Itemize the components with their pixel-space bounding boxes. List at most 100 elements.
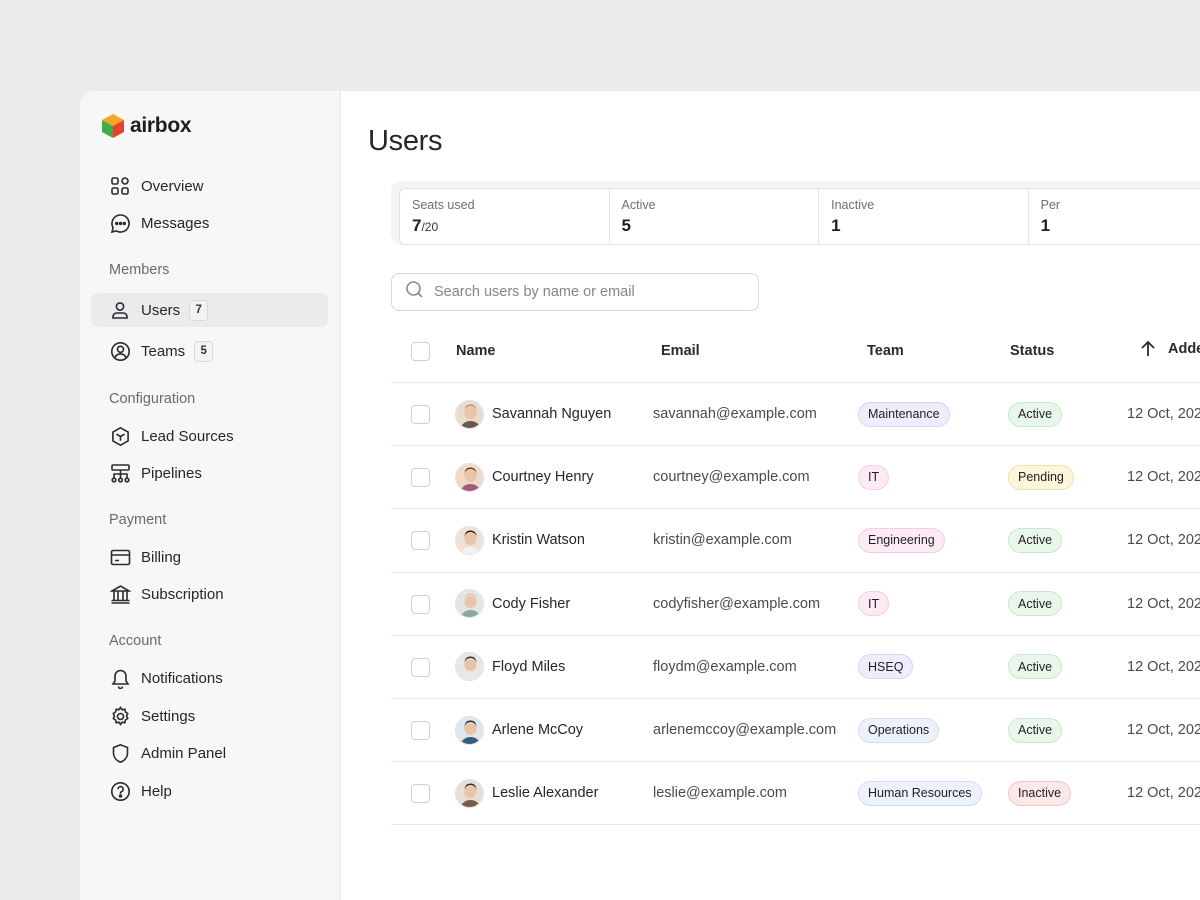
table-row[interactable]: Arlene McCoy arlenemccoy@example.com Ope… [391,699,1200,763]
shield-icon [109,742,131,764]
sidebar-item-help[interactable]: Help [91,774,328,808]
column-header-status[interactable]: Status [1010,343,1055,359]
user-email: floydm@example.com [653,658,797,675]
table-row[interactable]: Cody Fisher codyfisher@example.com IT Ac… [391,573,1200,636]
row-checkbox[interactable] [411,657,430,677]
team-cell: HSEQ [858,636,914,698]
name-cell: Courtney Henry [455,446,594,508]
status-cell: Active [1008,636,1063,698]
column-header-label: Adde [1168,341,1200,357]
added-date: 12 Oct, 202 [1127,532,1200,549]
sidebar-item-teams[interactable]: Teams 5 [91,334,328,368]
sidebar-item-admin-panel[interactable]: Admin Panel [91,736,328,770]
column-header-name[interactable]: Name [456,343,496,359]
sidebar-item-pipelines[interactable]: Pipelines [91,456,328,490]
sidebar-item-label: Help [141,782,172,800]
sidebar-item-overview[interactable]: Overview [91,169,328,203]
added-date: 12 Oct, 202 [1127,469,1200,486]
row-checkbox[interactable] [411,531,430,551]
row-checkbox[interactable] [411,594,430,614]
user-name: Cody Fisher [492,595,571,612]
name-cell: Leslie Alexander [455,762,598,824]
row-checkbox[interactable] [411,720,430,740]
name-cell: Arlene McCoy [455,699,583,761]
team-badge: Human Resources [858,780,982,806]
row-checkbox[interactable] [411,468,430,488]
team-cell: Human Resources [858,762,982,824]
stat-seats-used: Seats used 7/20 [400,189,610,244]
stats-panel: Seats used 7/20 Active 5 Inactive 1 Per … [391,181,1200,245]
select-all-checkbox[interactable] [411,342,430,361]
gear-icon [109,705,131,727]
sidebar-item-label: Users [141,301,181,319]
added-date: 12 Oct, 202 [1127,406,1200,423]
status-cell: Active [1008,509,1063,571]
stat-suffix: /20 [421,220,439,234]
column-header-added[interactable]: Adde [1139,340,1200,358]
sidebar-item-label: Teams [141,342,186,360]
count-badge: 5 [194,340,214,362]
row-checkbox[interactable] [411,405,430,424]
name-cell: Savannah Nguyen [455,383,611,445]
added-date: 12 Oct, 202 [1127,722,1200,739]
team-badge: IT [858,591,890,617]
brand-name: airbox [130,114,192,137]
stat-value: 1 [831,216,841,235]
status-badge: Pending [1008,464,1074,490]
column-header-team[interactable]: Team [867,343,904,359]
sidebar-item-label: Overview [141,177,204,195]
brand-logo[interactable]: airbox [101,113,192,139]
hierarchy-icon [109,462,131,484]
stat-number: 7 [412,216,422,235]
row-checkbox[interactable] [411,784,430,804]
sidebar-item-label: Pipelines [141,464,202,482]
user-name: Floyd Miles [492,658,566,675]
table-row[interactable]: Kristin Watson kristin@example.com Engin… [391,509,1200,573]
stat-label: Seats used [412,198,475,212]
sidebar: airbox Overview Messages Members Users 7 [80,91,341,900]
sidebar-item-lead-sources[interactable]: Lead Sources [91,419,328,453]
sidebar-item-label: Admin Panel [141,744,227,762]
team-badge: Engineering [858,527,945,553]
column-header-email[interactable]: Email [661,343,700,359]
user-circle-icon [109,340,131,362]
sidebar-item-notifications[interactable]: Notifications [91,661,328,695]
sidebar-item-billing[interactable]: Billing [91,540,328,574]
team-badge: Operations [858,717,940,743]
user-name: Kristin Watson [492,532,585,549]
sidebar-item-users[interactable]: Users 7 [91,293,328,327]
main-content: Users Seats used 7/20 Active 5 Inactive … [341,91,1200,900]
avatar [455,589,484,619]
sidebar-item-subscription[interactable]: Subscription [91,577,328,611]
bank-icon [109,583,131,605]
section-label-account: Account [109,633,162,649]
stat-label: Per [1040,198,1061,212]
count-badge: 7 [189,299,209,321]
search-placeholder: Search users by name or email [434,284,635,300]
sort-ascending-icon [1141,340,1155,356]
user-name: Courtney Henry [492,469,594,486]
status-cell: Active [1008,699,1063,761]
team-badge: Maintenance [858,401,950,427]
sidebar-item-label: Subscription [141,585,224,603]
users-table: Name Email Team Status Adde Savannah Ngu… [391,321,1200,826]
user-email: arlenemccoy@example.com [653,722,837,739]
sidebar-item-label: Billing [141,548,182,566]
table-row[interactable]: Savannah Nguyen savannah@example.com Mai… [391,383,1200,447]
avatar [455,652,484,682]
table-row[interactable]: Courtney Henry courtney@example.com IT P… [391,446,1200,510]
team-cell: Operations [858,699,940,761]
table-header: Name Email Team Status Adde [391,321,1200,383]
avatar [455,399,484,429]
stat-label: Active [621,198,656,212]
chat-icon [109,212,131,234]
search-input[interactable]: Search users by name or email [391,273,759,311]
stat-active: Active 5 [610,189,820,244]
table-row[interactable]: Floyd Miles floydm@example.com HSEQ Acti… [391,636,1200,699]
avatar [455,525,484,555]
table-row[interactable]: Leslie Alexander leslie@example.com Huma… [391,762,1200,826]
sidebar-item-label: Messages [141,214,210,232]
sidebar-item-messages[interactable]: Messages [91,206,328,240]
sidebar-item-settings[interactable]: Settings [91,699,328,733]
section-label-configuration: Configuration [109,391,196,407]
